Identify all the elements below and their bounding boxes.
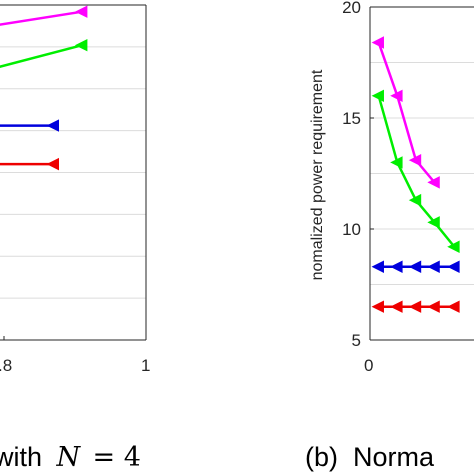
panel-b-gridlines xyxy=(370,62,474,285)
panel-b-series-2-point-3 xyxy=(427,260,440,273)
panel-b-series xyxy=(371,36,460,313)
panel-a-series-line-1 xyxy=(0,43,83,69)
panel-b-series-0-point-3 xyxy=(427,176,440,189)
panel-b-series-0-point-2 xyxy=(408,153,422,167)
panel-b-y-tick-label-3: 20 xyxy=(342,0,361,17)
panel-b-series-3-point-4 xyxy=(447,300,460,313)
panel-b-y-tick-label-1: 10 xyxy=(342,220,361,239)
panel-b-series-1-point-4 xyxy=(447,240,460,253)
panel-a-gridlines xyxy=(0,46,146,299)
panel-b-series-1-point-2 xyxy=(408,193,422,207)
panel-a-caption-eq: = 4 xyxy=(93,442,141,473)
panel-a-series xyxy=(0,5,88,171)
panel-b-series-2-point-0 xyxy=(371,260,384,273)
panel-a-caption-text: with xyxy=(0,442,42,472)
panel-b-series-3-point-1 xyxy=(390,300,403,313)
panel-b-x-tick-label-0: 0 xyxy=(364,356,373,375)
panel-b-y-tick-label-0: 5 xyxy=(352,331,361,350)
panel-a-series-2-point-1 xyxy=(46,119,59,132)
panel-b: 5 10 15 20 0 nomalized power requirement (b… xyxy=(305,0,474,472)
panel-b-series-3-point-2 xyxy=(408,300,422,313)
panel-b-series-2-point-2 xyxy=(408,260,422,273)
panel-a-series-1-point-2 xyxy=(74,38,88,52)
panel-b-y-tick-label-2: 15 xyxy=(342,109,361,128)
panel-b-series-2-point-4 xyxy=(447,260,460,273)
panel-b-series-1-point-0 xyxy=(371,89,384,103)
panel-a-series-3-point-1 xyxy=(46,157,59,171)
panel-b-series-3-point-0 xyxy=(371,300,384,313)
panel-a-series-line-0 xyxy=(0,10,83,26)
panel-b-y-ticks: 5 10 15 20 xyxy=(342,0,374,350)
panel-a-caption-var: N xyxy=(55,442,81,473)
panel-b-series-1-point-3 xyxy=(427,216,440,229)
panel-b-series-0-point-1 xyxy=(390,89,403,103)
panel-a-caption: with N = 4 xyxy=(0,442,141,473)
panel-b-series-1-point-1 xyxy=(390,156,403,169)
panel-b-series-2-point-1 xyxy=(390,260,403,273)
panel-b-series-0-point-0 xyxy=(371,36,384,49)
panel-b-series-3-point-3 xyxy=(427,300,440,313)
panel-a-x-tick-label-1: 1 xyxy=(141,356,150,375)
panel-a: .8 1 with N = 4 xyxy=(0,4,150,473)
panel-b-y-axis-label: nomalized power requirement xyxy=(309,69,326,280)
panel-b-caption: (b) Norma xyxy=(305,442,435,472)
panel-a-series-0-point-2 xyxy=(74,5,88,18)
panel-b-series-line-0 xyxy=(377,42,436,184)
panel-a-x-tick-label-08: .8 xyxy=(0,356,12,375)
